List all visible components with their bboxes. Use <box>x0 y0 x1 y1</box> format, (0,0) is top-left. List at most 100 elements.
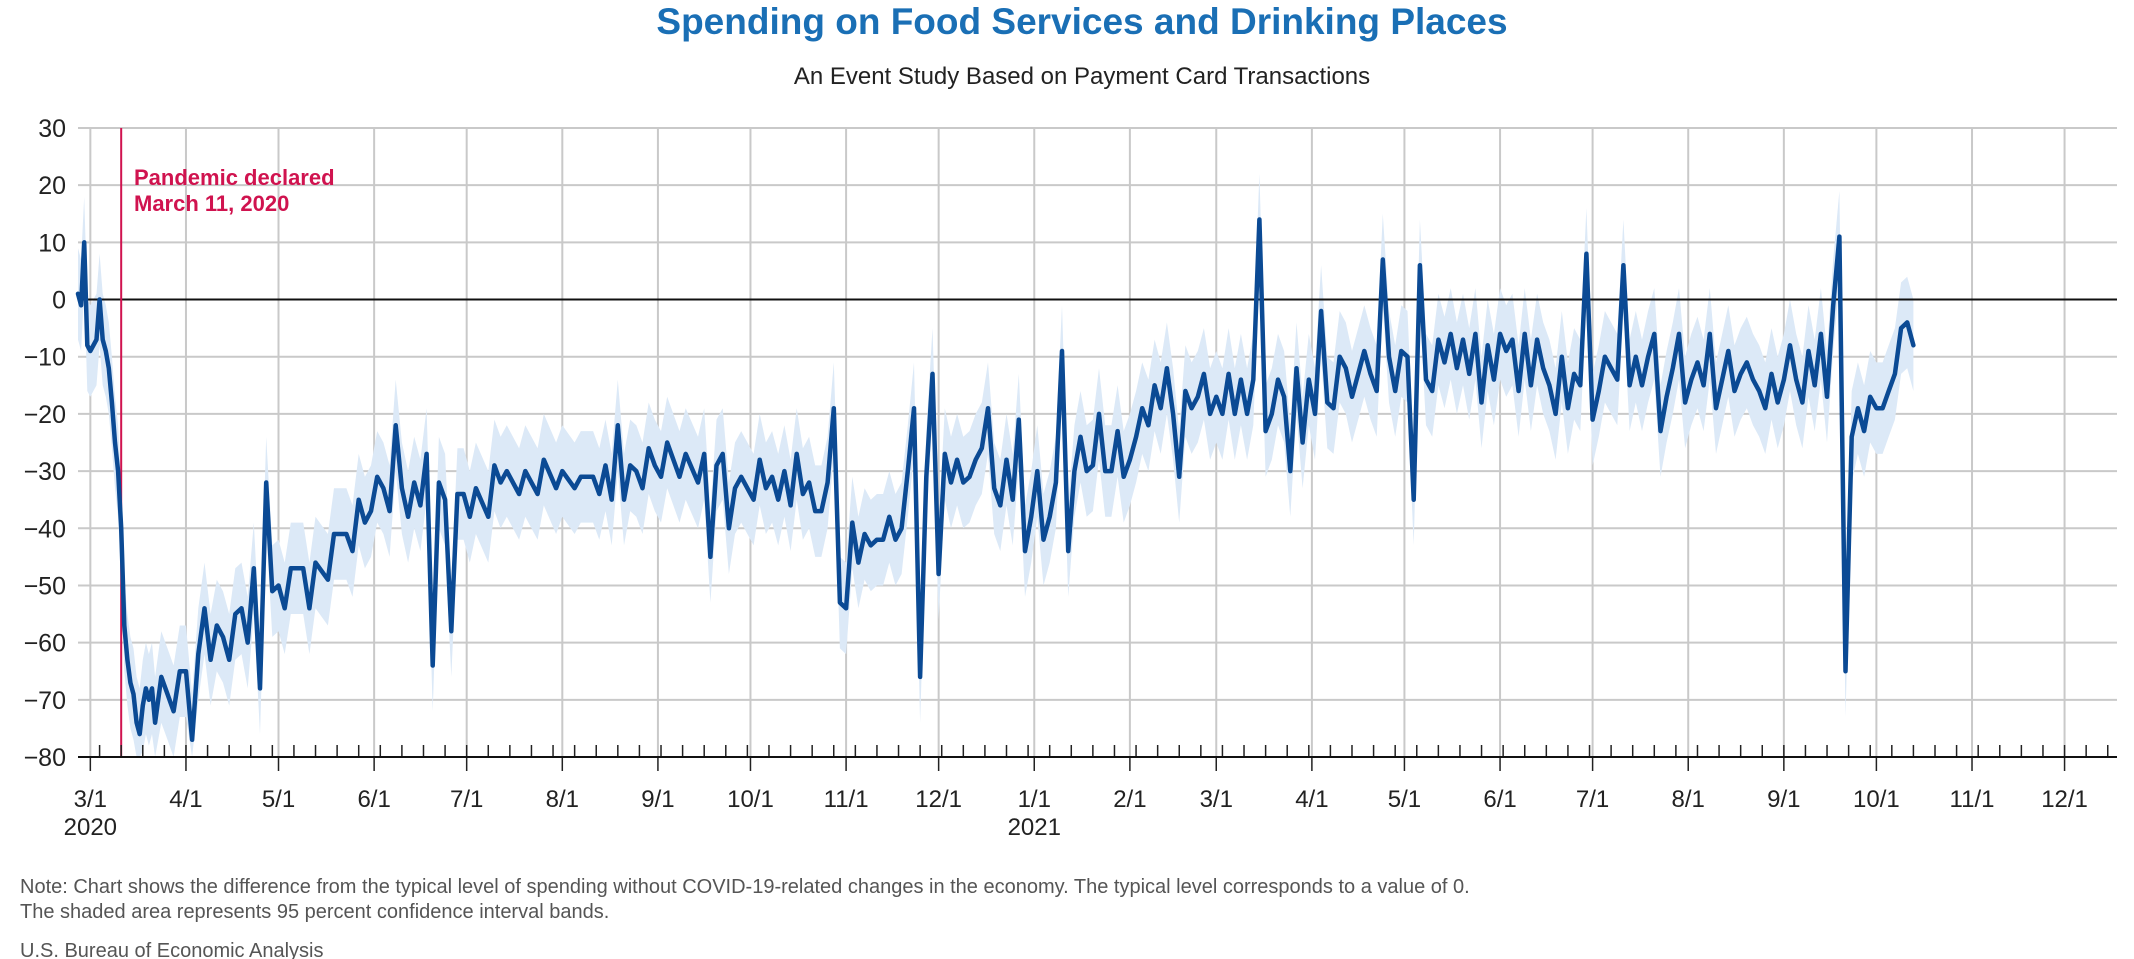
data-point <box>76 292 80 296</box>
data-point <box>1332 406 1336 410</box>
x-tick-label: 9/1 <box>641 786 674 813</box>
data-point <box>122 624 126 628</box>
data-point <box>88 349 92 353</box>
data-point <box>616 423 620 427</box>
x-tick-label: 7/1 <box>1576 786 1609 813</box>
data-point <box>1116 429 1120 433</box>
chart-title: Spending on Food Services and Drinking P… <box>656 1 1507 42</box>
data-point <box>1239 378 1243 382</box>
y-tick-labels: 30 20 10 0 −10 −20 −30 −40 −50 −60 −70 −80 <box>24 115 66 772</box>
data-point <box>1770 372 1774 376</box>
data-point <box>468 515 472 519</box>
data-point <box>1066 549 1070 553</box>
data-point <box>1529 383 1533 387</box>
data-point <box>813 509 817 513</box>
data-point <box>388 509 392 513</box>
data-point <box>1430 389 1434 393</box>
data-point <box>1183 389 1187 393</box>
data-point <box>270 589 274 593</box>
data-point <box>1208 412 1212 416</box>
x-tick-label: 7/1 <box>450 786 483 813</box>
data-point <box>375 475 379 479</box>
data-point <box>776 498 780 502</box>
data-point <box>641 486 645 490</box>
data-point <box>1375 389 1379 393</box>
data-point <box>1504 349 1508 353</box>
data-point <box>1017 418 1021 422</box>
data-point <box>258 686 262 690</box>
data-point <box>634 469 638 473</box>
data-point <box>85 343 89 347</box>
data-point <box>381 486 385 490</box>
data-point <box>437 481 441 485</box>
data-point <box>1257 218 1261 222</box>
data-point <box>246 641 250 645</box>
data-point <box>1190 406 1194 410</box>
data-point <box>1696 360 1700 364</box>
data-point <box>221 635 225 639</box>
data-point <box>101 338 105 342</box>
data-point <box>1270 412 1274 416</box>
data-point <box>733 486 737 490</box>
data-point <box>906 469 910 473</box>
data-point <box>1288 469 1292 473</box>
data-point <box>82 240 86 244</box>
data-point <box>758 458 762 462</box>
x-tick-label: 5/1 <box>1388 786 1421 813</box>
data-point <box>1609 366 1613 370</box>
data-point <box>1825 395 1829 399</box>
data-point <box>647 446 651 450</box>
data-point <box>1535 338 1539 342</box>
data-point <box>1788 343 1792 347</box>
data-point <box>172 709 176 713</box>
x-tick-label: 10/1 <box>1853 786 1900 813</box>
data-point <box>1517 389 1521 393</box>
data-point <box>1109 469 1113 473</box>
confidence-band-layer <box>78 173 1914 757</box>
data-point <box>166 692 170 696</box>
data-point <box>1122 475 1126 479</box>
data-point <box>1837 235 1841 239</box>
series-layer <box>75 217 1916 743</box>
data-point <box>233 612 237 616</box>
data-point <box>1029 515 1033 519</box>
data-point <box>125 658 129 662</box>
data-point <box>1455 366 1459 370</box>
data-point <box>1794 378 1798 382</box>
data-point <box>474 486 478 490</box>
data-point <box>1072 469 1076 473</box>
data-point <box>1399 349 1403 353</box>
data-point <box>107 366 111 370</box>
data-point <box>283 606 287 610</box>
data-point <box>110 401 114 405</box>
data-point <box>1874 406 1878 410</box>
data-point <box>1757 389 1761 393</box>
data-point <box>579 475 583 479</box>
data-point <box>1807 349 1811 353</box>
data-point <box>412 481 416 485</box>
chart-source: U.S. Bureau of Economic Analysis <box>20 940 323 959</box>
data-point <box>252 566 256 570</box>
data-point <box>708 555 712 559</box>
data-point <box>1214 395 1218 399</box>
data-point <box>770 475 774 479</box>
data-point <box>1295 366 1299 370</box>
data-point <box>1893 372 1897 376</box>
y-tick-label: 20 <box>38 172 66 200</box>
data-point <box>924 475 928 479</box>
data-point <box>573 486 577 490</box>
data-point <box>190 738 194 742</box>
data-point <box>1584 252 1588 256</box>
data-point <box>240 606 244 610</box>
data-point <box>147 698 151 702</box>
data-point <box>782 469 786 473</box>
data-point <box>850 521 854 525</box>
data-point <box>1813 383 1817 387</box>
data-point <box>203 606 207 610</box>
data-point <box>144 686 148 690</box>
data-point <box>406 515 410 519</box>
data-point <box>1733 389 1737 393</box>
data-point <box>314 561 318 565</box>
data-point <box>1035 469 1039 473</box>
